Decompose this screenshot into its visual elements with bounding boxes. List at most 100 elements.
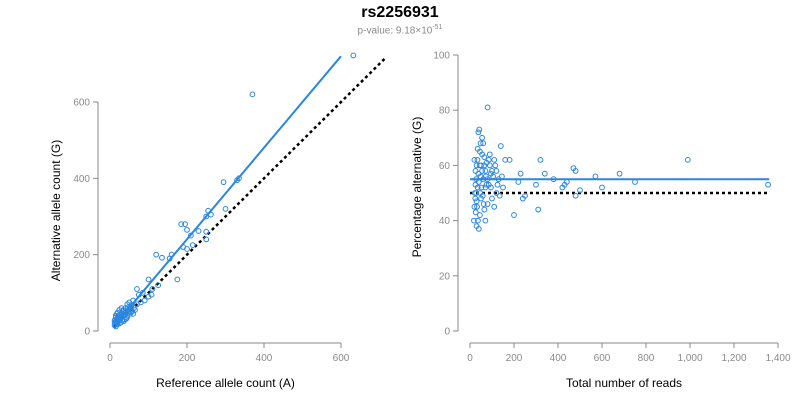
- data-point: [550, 176, 557, 183]
- data-point: [515, 179, 522, 185]
- data-point: [478, 184, 485, 191]
- data-point: [495, 176, 502, 183]
- data-point: [482, 168, 489, 174]
- x-tick-label: 1,000: [677, 353, 702, 364]
- data-point: [149, 286, 156, 292]
- data-point: [493, 190, 500, 196]
- data-point: [205, 207, 212, 214]
- data-point: [471, 203, 478, 210]
- data-point: [496, 192, 503, 199]
- data-point: [477, 212, 483, 218]
- data-point: [616, 170, 623, 177]
- data-point: [145, 293, 152, 300]
- y-tick-label: 600: [73, 98, 90, 109]
- data-point: [153, 251, 160, 258]
- data-point: [476, 126, 483, 133]
- percentage-panel: 0 20 40 60 80 100 0 200 400 600 800 1,000 1,200 1,400…: [410, 51, 791, 391]
- data-point: [477, 140, 484, 147]
- data-point: [482, 184, 489, 191]
- data-point: [350, 52, 357, 59]
- data-point: [485, 156, 492, 163]
- data-point: [491, 203, 498, 210]
- data-point: [484, 104, 491, 111]
- data-point: [519, 195, 526, 202]
- y-tick-label: 60: [439, 161, 451, 172]
- data-point: [137, 299, 144, 306]
- data-point: [222, 205, 229, 212]
- x-tick-label: 600: [333, 353, 350, 364]
- data-point: [559, 184, 566, 191]
- x-tick-label: 800: [638, 353, 655, 364]
- y-tick-label: 80: [439, 106, 451, 117]
- data-point: [178, 221, 185, 228]
- data-point: [475, 179, 482, 185]
- reference-line: [112, 57, 387, 329]
- data-point: [572, 192, 579, 199]
- data-point: [234, 177, 240, 184]
- x-tick-label: 400: [550, 353, 567, 364]
- data-point: [182, 221, 188, 228]
- data-point: [481, 154, 488, 161]
- x-tick-label: 0: [467, 353, 473, 364]
- x-tick-label: 200: [179, 353, 196, 364]
- data-point: [570, 165, 577, 172]
- data-point: [480, 201, 487, 207]
- data-point: [474, 203, 480, 210]
- data-point: [472, 195, 479, 202]
- x-axis-label: Reference allele count (A): [156, 376, 295, 390]
- data-point: [174, 276, 181, 283]
- y-tick-label: 200: [73, 250, 90, 261]
- data-point: [123, 309, 130, 315]
- data-point: [480, 140, 487, 147]
- data-point: [592, 173, 599, 180]
- data-point: [119, 308, 126, 315]
- data-point: [129, 308, 136, 315]
- data-point: [517, 170, 524, 177]
- data-point: [166, 255, 173, 262]
- data-point: [184, 246, 190, 252]
- y-axis-label: Percentage alternative (G): [410, 117, 424, 258]
- data-point: [491, 156, 498, 163]
- data-point: [195, 228, 202, 234]
- data-point: [481, 206, 488, 213]
- data-point: [477, 173, 484, 180]
- data-point: [765, 181, 771, 188]
- data-point: [203, 236, 210, 243]
- data-point: [494, 181, 501, 188]
- data-point: [684, 156, 691, 163]
- x-tick-label: 0: [107, 353, 113, 364]
- data-point: [189, 242, 196, 249]
- data-point: [486, 151, 493, 158]
- data-point: [477, 148, 483, 155]
- data-point: [476, 162, 483, 169]
- chart-title: rs2256931: [361, 4, 439, 21]
- p-value-text: p-value: 9.18×10: [357, 25, 433, 37]
- y-tick-label: 20: [439, 271, 451, 282]
- data-point: [114, 309, 121, 316]
- p-value-exponent: -51: [432, 24, 443, 31]
- x-tick-label: 1,400: [765, 353, 790, 364]
- data-point: [482, 217, 489, 224]
- data-point: [159, 254, 165, 261]
- y-tick-label: 0: [84, 327, 90, 338]
- data-point: [484, 201, 491, 207]
- data-point: [490, 173, 497, 180]
- data-point: [500, 184, 506, 191]
- y-tick-label: 40: [439, 216, 451, 227]
- data-point: [493, 168, 500, 174]
- x-tick-label: 1,200: [721, 353, 746, 364]
- data-point: [187, 232, 194, 239]
- data-point: [599, 184, 605, 191]
- data-point: [473, 223, 480, 230]
- data-point: [472, 209, 479, 216]
- data-point: [486, 162, 493, 169]
- data-point: [511, 212, 517, 218]
- data-point: [207, 211, 214, 218]
- data-point: [499, 173, 505, 180]
- fit-line: [113, 55, 342, 326]
- data-point: [472, 168, 479, 174]
- y-tick-label: 100: [433, 51, 450, 62]
- data-point: [474, 184, 481, 191]
- data-point: [135, 291, 142, 298]
- data-point: [502, 156, 509, 163]
